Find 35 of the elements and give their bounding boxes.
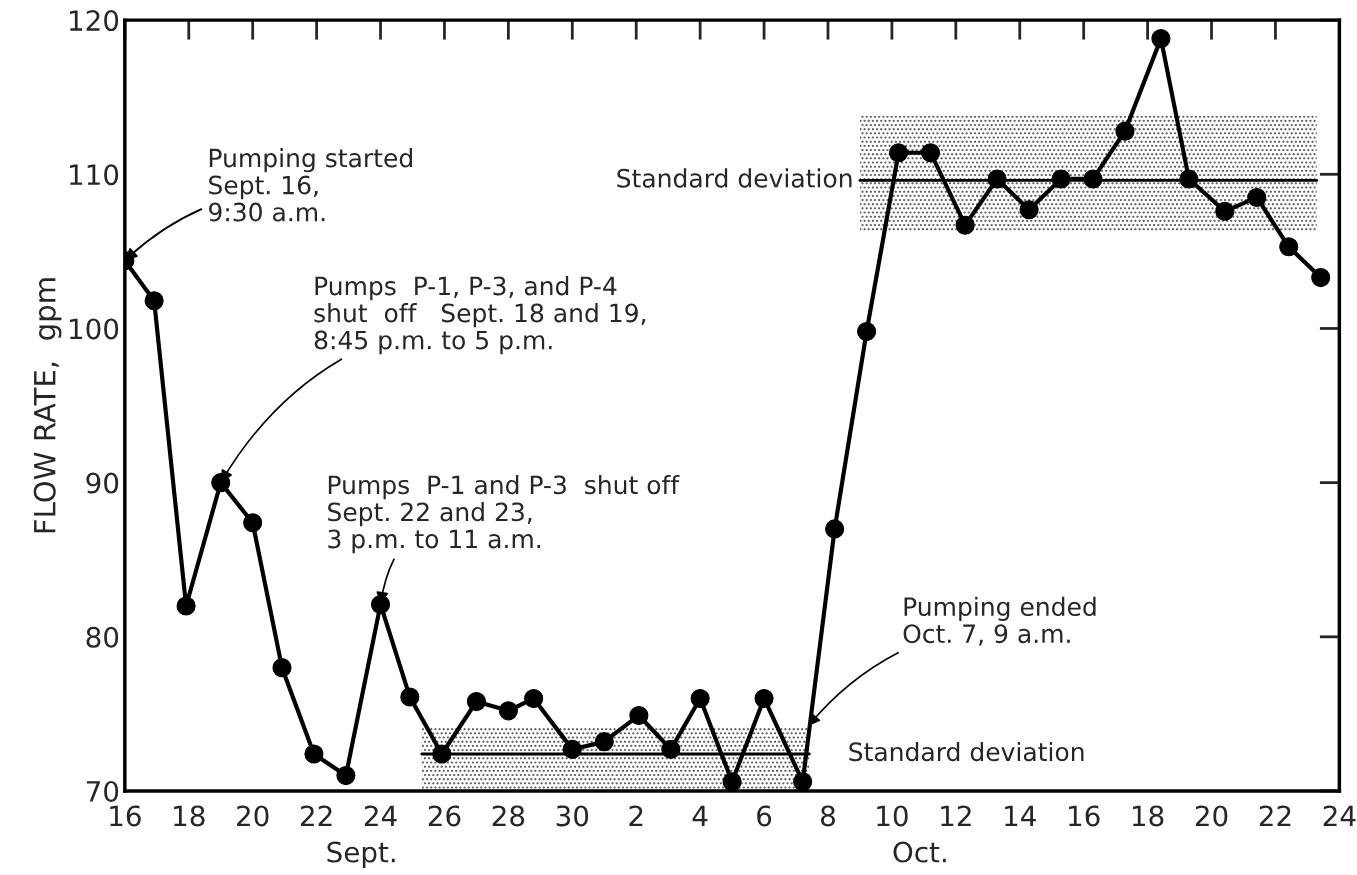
x-tick-label: 20	[237, 805, 269, 827]
x-tick-label: 16	[1069, 805, 1100, 827]
y-tick-label: 110	[70, 164, 119, 186]
x-tick-label: 16	[110, 805, 141, 827]
y-tick-label: 90	[86, 472, 119, 494]
annotation: Pumping started Sept. 16, 9:30 a.m.	[209, 148, 412, 222]
annotation: Pumps P-1 and P-3 shut off Sept. 22 and 23, 3 p.m. to 11 a.m.	[328, 474, 680, 554]
x-tick-label: 28	[492, 805, 525, 827]
x-tick-label: 6	[757, 805, 772, 827]
x-tick-label: 22	[1259, 805, 1291, 826]
x-tick-label: 24	[1323, 805, 1356, 826]
y-tick-label: 80	[86, 626, 119, 648]
y-tick-label: 120	[70, 10, 119, 32]
x-tick-label: 8	[821, 805, 835, 827]
x-tick-label: 18	[1132, 805, 1164, 827]
series-label: Standard deviation	[849, 741, 1084, 762]
x-tick-label: 22	[300, 805, 332, 826]
x-tick-label: 10	[877, 805, 908, 827]
annotation: Pumping ended Oct. 7, 9 a.m.	[903, 596, 1096, 646]
text: Sept.	[327, 841, 395, 868]
x-tick-label: 2	[629, 805, 643, 826]
x-tick-label: 14	[1005, 805, 1036, 826]
x-tick-label: 12	[941, 805, 971, 826]
x-tick-label: 24	[364, 805, 397, 826]
y-axis-title: FLOW RATE, gpm	[33, 278, 62, 533]
annotation: Pumps P-1, P-3, and P-4 shut off Sept. 18 and 19, 8:45 p.m. to 5 p.m.	[314, 276, 646, 355]
series-label: Standard deviation	[617, 168, 852, 188]
x-tick-label: 4	[692, 805, 708, 826]
x-tick-label: 20	[1195, 805, 1228, 827]
x-tick-label: 18	[174, 805, 205, 827]
text: Oct.	[893, 841, 946, 863]
y-tick-label: 100	[70, 318, 119, 340]
x-tick-label: 30	[556, 805, 589, 827]
y-tick-label: 70	[86, 780, 119, 802]
x-tick-label: 26	[428, 805, 461, 827]
